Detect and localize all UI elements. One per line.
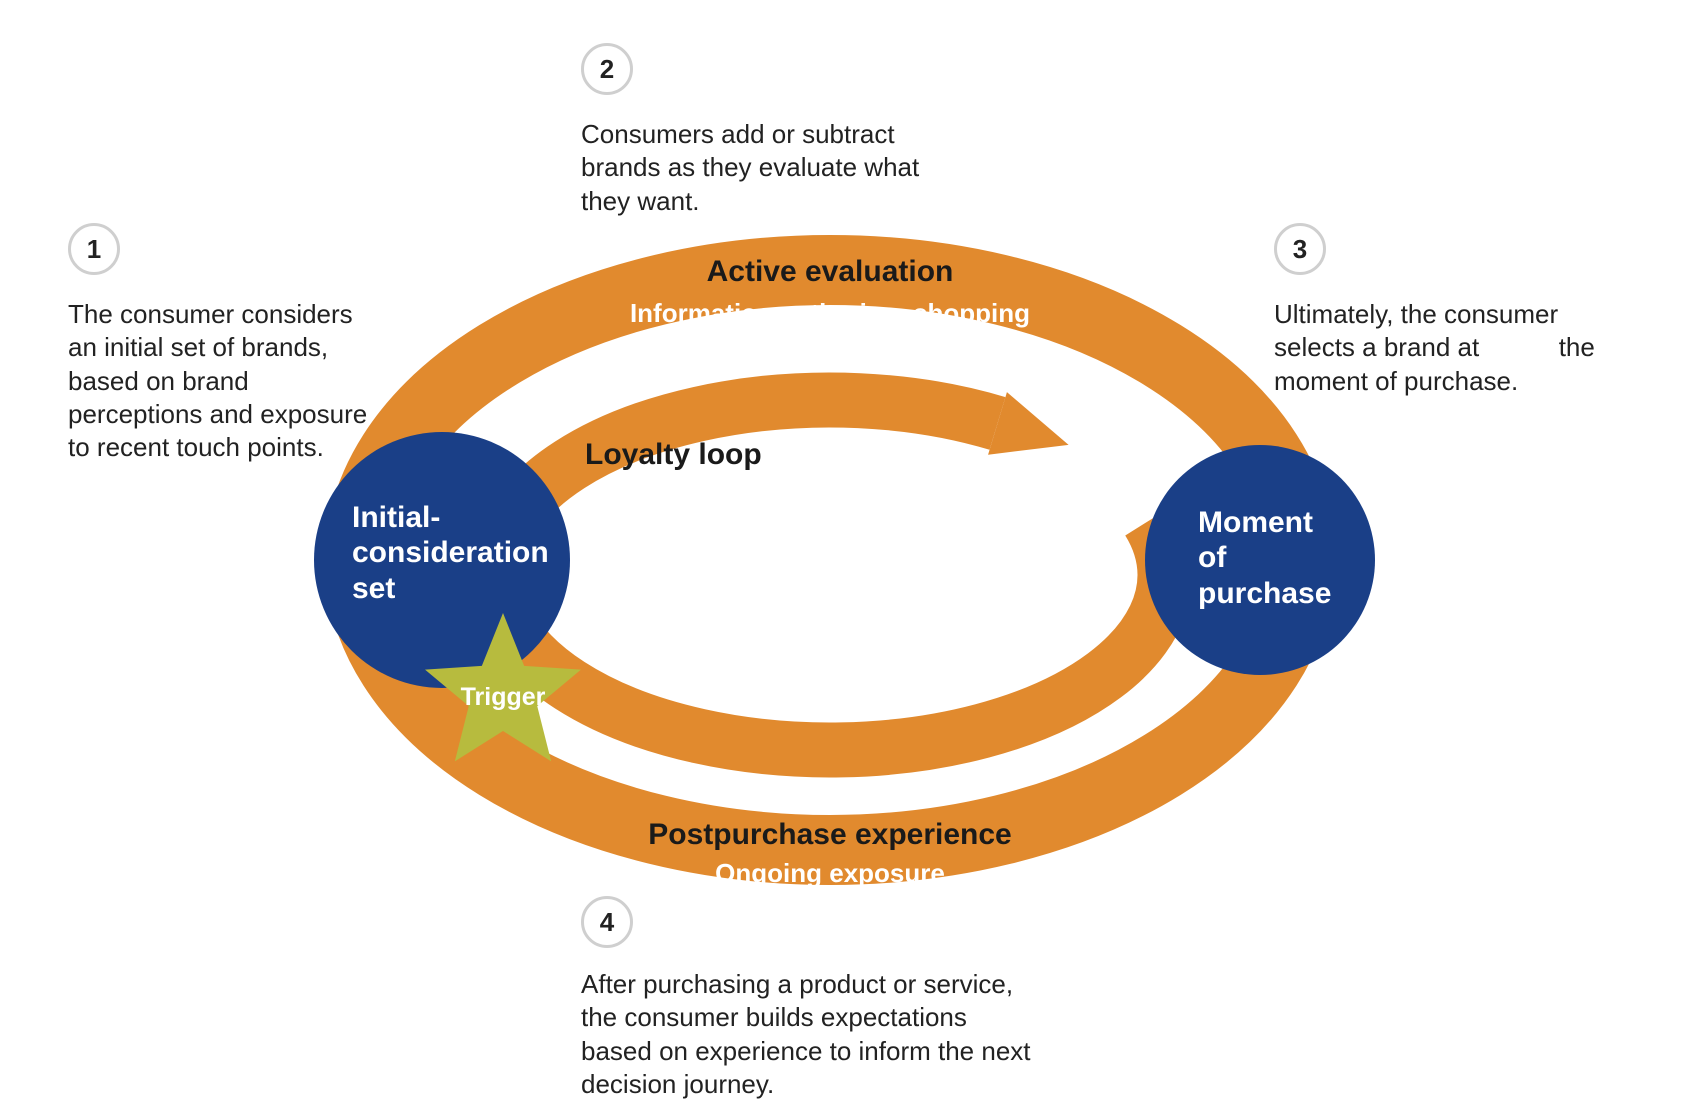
right-node-line3: purchase (1198, 577, 1331, 610)
right-node-line2: of (1198, 541, 1226, 574)
callout-2-number: 2 (581, 43, 633, 95)
callout-4-number: 4 (581, 896, 633, 948)
left-node-line2: consideration (352, 536, 549, 569)
right-node-label: Moment of purchase (1198, 505, 1331, 611)
callout-4-text: After purchasing a product or service, t… (581, 968, 1041, 1101)
left-node-line1: Initial- (352, 501, 440, 534)
left-node-label: Initial- consideration set (352, 500, 549, 606)
callout-2-text: Consumers add or subtract brands as they… (581, 118, 941, 218)
outer-ring-bottom-subtitle: Ongoing exposure (430, 858, 1230, 889)
outer-ring-top-title: Active evaluation (430, 255, 1230, 289)
loyalty-loop-label: Loyalty loop (585, 438, 762, 472)
outer-ring-top-subtitle: Information gathering, shopping (430, 298, 1230, 329)
callout-1-number: 1 (68, 223, 120, 275)
trigger-star-label: Trigger (443, 683, 563, 712)
outer-ring-bottom-title: Postpurchase experience (430, 818, 1230, 852)
left-node-line3: set (352, 572, 395, 605)
callout-3-number: 3 (1274, 223, 1326, 275)
right-node-line1: Moment (1198, 506, 1313, 539)
callout-1-text: The consumer considers an initial set of… (68, 298, 388, 464)
callout-3-text: Ultimately, the consumer selects a brand… (1274, 298, 1604, 398)
